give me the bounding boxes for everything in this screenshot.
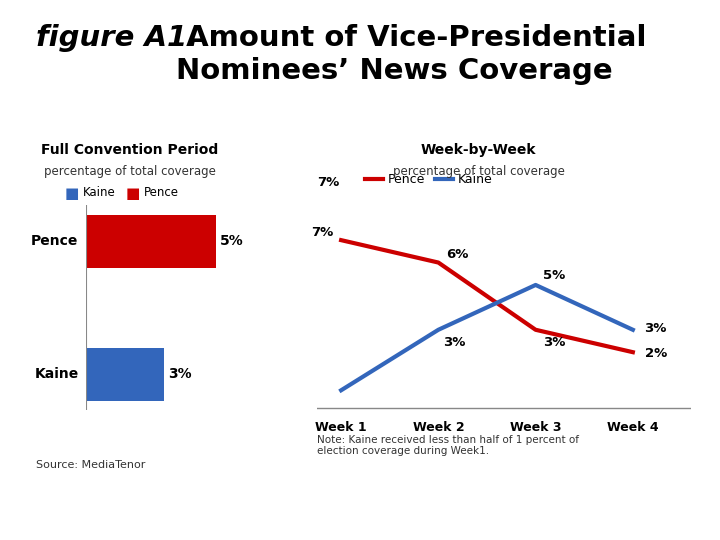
- Text: figure A1.: figure A1.: [36, 24, 199, 52]
- Text: 3%: 3%: [168, 367, 192, 381]
- Text: Note: Kaine received less than half of 1 percent of
election coverage during Wee: Note: Kaine received less than half of 1…: [317, 435, 579, 456]
- Text: Week 4: Week 4: [607, 421, 659, 434]
- Text: 3%: 3%: [644, 322, 667, 335]
- Text: Week-by-Week: Week-by-Week: [421, 143, 536, 157]
- Text: Week 2: Week 2: [413, 421, 464, 434]
- Text: percentage of total coverage: percentage of total coverage: [44, 165, 215, 178]
- Text: 3%: 3%: [544, 335, 566, 349]
- Text: 3%: 3%: [444, 335, 466, 349]
- Text: 7%: 7%: [317, 176, 339, 188]
- Text: 6%: 6%: [446, 247, 469, 260]
- Text: Thomas Patterson: Thomas Patterson: [18, 509, 188, 526]
- Text: Amount of Vice-Presidential
Nominees’ News Coverage: Amount of Vice-Presidential Nominees’ Ne…: [176, 24, 647, 85]
- Text: Source: MediaTenor: Source: MediaTenor: [36, 460, 145, 470]
- Text: Week 1: Week 1: [315, 421, 367, 434]
- Text: 7%: 7%: [311, 226, 333, 239]
- Text: percentage of total coverage: percentage of total coverage: [393, 165, 564, 178]
- Legend: Pence, Kaine: Pence, Kaine: [361, 168, 498, 191]
- Text: Pence: Pence: [144, 186, 179, 199]
- Text: Kaine: Kaine: [35, 367, 78, 381]
- Text: ■: ■: [126, 186, 140, 201]
- Text: Full Convention Period: Full Convention Period: [41, 143, 218, 157]
- Text: Kennedy School of Government, Harvard University: Kennedy School of Government, Harvard Un…: [379, 511, 702, 524]
- Text: Pence: Pence: [31, 234, 78, 248]
- Bar: [86, 214, 216, 268]
- Text: ■: ■: [65, 186, 79, 201]
- Text: 2%: 2%: [644, 347, 667, 361]
- Text: Kaine: Kaine: [83, 186, 115, 199]
- Text: 5%: 5%: [544, 269, 566, 282]
- Text: Week 3: Week 3: [510, 421, 562, 434]
- Bar: [86, 348, 164, 401]
- Text: 5%: 5%: [220, 234, 243, 248]
